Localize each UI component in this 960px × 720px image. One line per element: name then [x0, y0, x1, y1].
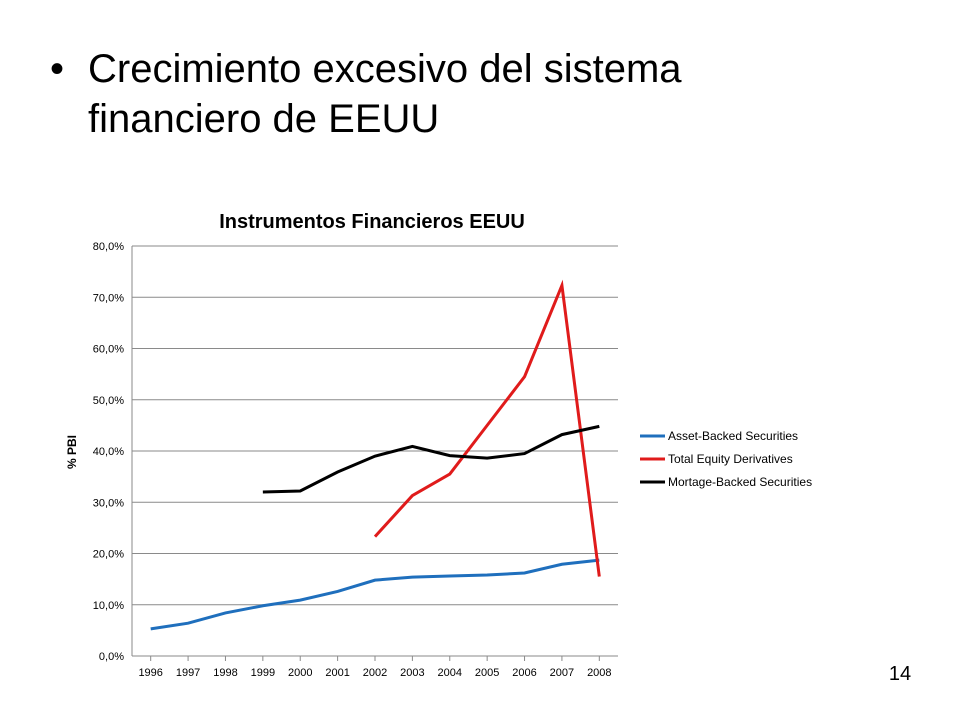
- y-tick-label: 80,0%: [93, 241, 124, 253]
- x-tick-label: 2001: [325, 667, 349, 679]
- legend-label: Asset-Backed Securities: [668, 429, 798, 443]
- axes: [131, 246, 618, 661]
- y-tick-label: 40,0%: [93, 446, 124, 458]
- chart-container: Instrumentos Financieros EEUU 0,0% 10,0% 2…: [40, 190, 870, 690]
- legend-item-1: Asset-Backed Securities: [640, 429, 798, 443]
- y-tick-label: 60,0%: [93, 344, 124, 356]
- x-tick-label: 2004: [438, 667, 462, 679]
- bullet-marker: •: [50, 47, 65, 91]
- tick-labels: 0,0% 10,0% 20,0% 30,0% 40,0% 50,0% 60,0% 70,0% 8…: [93, 241, 612, 679]
- x-tick-label: 1998: [213, 667, 237, 679]
- x-tick-label: 2000: [288, 667, 312, 679]
- chart-title: Instrumentos Financieros EEUU: [219, 211, 525, 233]
- x-tick-label: 2003: [400, 667, 424, 679]
- y-tick-label: 30,0%: [93, 497, 124, 509]
- y-tick-label: 0,0%: [99, 651, 124, 663]
- y-tick-label: 10,0%: [93, 600, 124, 612]
- line-chart: Instrumentos Financieros EEUU 0,0% 10,0% 2…: [40, 190, 870, 690]
- legend-item-2: Total Equity Derivatives: [640, 452, 793, 466]
- y-axis-label: % PBI: [65, 435, 79, 469]
- x-tick-label: 1999: [251, 667, 275, 679]
- series-lines: [150, 279, 601, 631]
- x-tick-label: 1996: [138, 667, 162, 679]
- y-tick-label: 50,0%: [93, 395, 124, 407]
- x-tick-label: 2002: [363, 667, 387, 679]
- legend-label: Mortage-Backed Securities: [668, 475, 812, 489]
- x-tick-label: 2007: [550, 667, 574, 679]
- legend: Asset-Backed Securities Total Equity Deri…: [640, 429, 812, 489]
- legend-label: Total Equity Derivatives: [668, 452, 793, 466]
- x-tick-label: 2006: [512, 667, 536, 679]
- page-number: 14: [888, 663, 912, 685]
- chart-background: [40, 190, 870, 690]
- y-tick-label: 20,0%: [93, 549, 124, 561]
- series-line-3: [262, 424, 600, 494]
- legend-item-3: Mortage-Backed Securities: [640, 475, 812, 489]
- x-tick-label: 2005: [475, 667, 499, 679]
- x-tick-label: 2008: [587, 667, 611, 679]
- x-tick-label: 1997: [176, 667, 200, 679]
- bullet-text: Crecimiento excesivo del sistema financi…: [88, 47, 682, 141]
- y-tick-label: 70,0%: [93, 292, 124, 304]
